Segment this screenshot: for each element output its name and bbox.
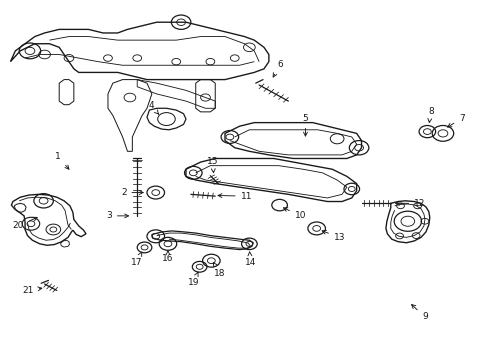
Text: 4: 4 (148, 101, 158, 114)
Text: 16: 16 (162, 251, 173, 264)
Text: 21: 21 (22, 286, 42, 295)
Text: 1: 1 (55, 152, 69, 169)
Text: 11: 11 (218, 192, 252, 201)
Text: 12: 12 (395, 199, 425, 208)
Text: 5: 5 (302, 114, 308, 136)
Text: 18: 18 (213, 262, 225, 278)
Text: 9: 9 (411, 305, 427, 321)
Text: 19: 19 (187, 272, 199, 287)
Text: 17: 17 (130, 252, 142, 267)
Text: 7: 7 (447, 114, 464, 127)
Text: 6: 6 (273, 60, 283, 77)
Text: 14: 14 (244, 252, 256, 267)
Text: 20: 20 (13, 217, 37, 230)
Text: 2: 2 (121, 188, 143, 197)
Text: 10: 10 (283, 208, 305, 220)
Text: 3: 3 (106, 211, 128, 220)
Text: 13: 13 (322, 230, 345, 242)
Text: 15: 15 (206, 157, 218, 173)
Text: 8: 8 (427, 107, 433, 122)
